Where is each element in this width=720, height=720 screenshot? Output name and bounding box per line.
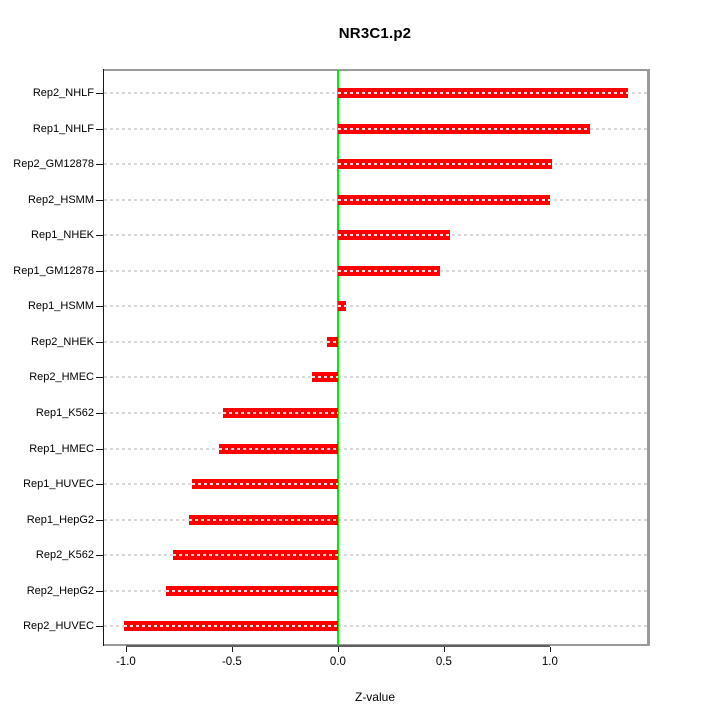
bar: [219, 443, 338, 454]
bar: [223, 407, 338, 418]
y-axis-tick: [96, 199, 103, 201]
bar-dash-texture: [337, 163, 552, 166]
y-axis-tick: [96, 341, 103, 343]
bar: [337, 301, 347, 312]
bar: [337, 194, 550, 205]
bar: [337, 265, 440, 276]
y-axis-tick: [96, 377, 103, 379]
y-axis-tick: [96, 93, 103, 95]
bar-dash-texture: [166, 589, 338, 592]
y-axis-tick: [96, 235, 103, 237]
bar: [327, 336, 338, 347]
row-grid-line: [104, 376, 647, 379]
y-category-label: Rep1_K562: [35, 406, 94, 419]
row-grid-line: [104, 411, 647, 414]
y-axis-tick: [96, 590, 103, 592]
y-category-label: Rep2_HUVEC: [23, 620, 94, 633]
y-category-label: Rep2_HSMM: [27, 193, 94, 206]
x-axis-tick: [125, 647, 127, 652]
y-category-label: Rep1_HUVEC: [23, 478, 94, 491]
plot-border-top: [103, 69, 650, 71]
y-axis-tick: [96, 164, 103, 166]
y-category-label: Rep1_NHLF: [32, 122, 94, 135]
y-axis-tick: [96, 448, 103, 450]
x-axis-tick: [337, 647, 339, 652]
bar-dash-texture: [223, 411, 338, 414]
y-category-label: Rep1_HMEC: [29, 442, 94, 455]
x-tick-label: 0.5: [435, 656, 452, 668]
bar-dash-texture: [337, 269, 440, 272]
x-axis-tick: [231, 647, 233, 652]
bar-dash-texture: [123, 625, 338, 628]
row-grid-line: [104, 447, 647, 450]
bar-dash-texture: [337, 234, 451, 237]
row-grid-line: [104, 340, 647, 343]
bar-dash-texture: [337, 305, 347, 308]
x-tick-label: -0.5: [221, 656, 242, 668]
bar: [191, 479, 338, 490]
bar: [172, 550, 338, 561]
y-axis-tick: [96, 412, 103, 414]
zero-reference-line: [336, 70, 339, 645]
bar-dash-texture: [219, 447, 338, 450]
bar-dash-texture: [312, 376, 338, 379]
y-axis-tick: [96, 270, 103, 272]
row-grid-line: [104, 625, 647, 628]
bar: [337, 123, 591, 134]
plot-border-right: [647, 69, 650, 646]
bar: [337, 88, 629, 99]
x-axis-tick: [443, 647, 445, 652]
chart-title: NR3C1.p2: [338, 25, 412, 42]
y-axis-tick: [96, 484, 103, 486]
y-axis-tick: [96, 128, 103, 130]
row-grid-line: [104, 518, 647, 521]
row-grid-line: [104, 589, 647, 592]
y-category-label: Rep2_NHEK: [31, 335, 94, 348]
bar: [337, 159, 552, 170]
bar: [312, 372, 338, 383]
y-axis-tick: [96, 555, 103, 557]
row-grid-line: [104, 483, 647, 486]
y-category-label: Rep2_HMEC: [29, 371, 94, 384]
y-category-label: Rep1_HepG2: [26, 513, 94, 526]
bar-dash-texture: [337, 198, 550, 201]
x-axis-line: [126, 645, 550, 647]
bar: [189, 514, 338, 525]
x-tick-label: -1.0: [115, 656, 136, 668]
x-tick-label: 1.0: [541, 656, 558, 668]
bar-dash-texture: [327, 340, 338, 343]
y-category-label: Rep2_NHLF: [32, 87, 94, 100]
bar-dash-texture: [189, 518, 338, 521]
bar-dash-texture: [172, 554, 338, 557]
x-tick-label: 0.0: [329, 656, 346, 668]
x-axis-title: Z-value: [354, 690, 395, 704]
bar-dash-texture: [191, 483, 338, 486]
y-category-label: Rep1_GM12878: [13, 264, 94, 277]
y-axis-tick: [96, 306, 103, 308]
row-grid-line: [104, 554, 647, 557]
bar-dash-texture: [337, 127, 591, 130]
row-grid-line: [104, 305, 647, 308]
y-category-label: Rep1_NHEK: [31, 229, 94, 242]
y-axis-tick: [96, 519, 103, 521]
y-axis-tick: [96, 626, 103, 628]
y-category-label: Rep2_GM12878: [13, 158, 94, 171]
bar: [337, 230, 451, 241]
bar: [123, 621, 338, 632]
y-category-label: Rep1_HSMM: [27, 300, 94, 313]
y-category-label: Rep2_K562: [35, 549, 94, 562]
bar-dash-texture: [337, 92, 629, 95]
y-category-label: Rep2_HepG2: [26, 584, 94, 597]
bar: [166, 585, 338, 596]
x-axis-tick: [549, 647, 551, 652]
plot-border-left: [103, 69, 104, 646]
